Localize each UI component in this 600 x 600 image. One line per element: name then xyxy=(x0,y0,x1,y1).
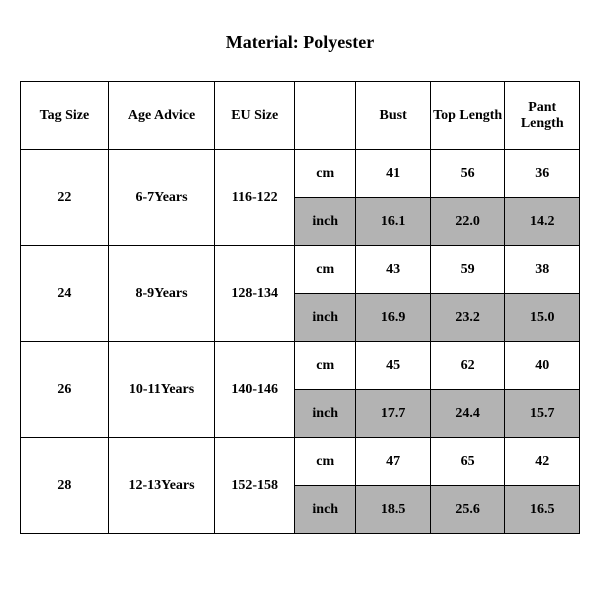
col-bust: Bust xyxy=(356,82,431,150)
eu-size-cell: 116-122 xyxy=(215,150,295,246)
unit-cm: cm xyxy=(295,150,356,198)
pant-cm: 40 xyxy=(505,342,580,390)
top-cm: 65 xyxy=(430,438,505,486)
material-title: Material: Polyester xyxy=(10,32,590,53)
age-advice-cell: 6-7Years xyxy=(108,150,214,246)
bust-cm: 41 xyxy=(356,150,431,198)
pant-cm: 36 xyxy=(505,150,580,198)
age-advice-cell: 8-9Years xyxy=(108,246,214,342)
bust-inch: 16.9 xyxy=(356,294,431,342)
pant-inch: 16.5 xyxy=(505,486,580,534)
col-age-advice: Age Advice xyxy=(108,82,214,150)
col-top-length: Top Length xyxy=(430,82,505,150)
pant-inch: 14.2 xyxy=(505,198,580,246)
table-row: 22 6-7Years 116-122 cm 41 56 36 xyxy=(21,150,580,198)
unit-inch: inch xyxy=(295,294,356,342)
top-cm: 59 xyxy=(430,246,505,294)
age-advice-cell: 12-13Years xyxy=(108,438,214,534)
unit-cm: cm xyxy=(295,246,356,294)
bust-cm: 47 xyxy=(356,438,431,486)
col-pant-length: Pant Length xyxy=(505,82,580,150)
eu-size-cell: 128-134 xyxy=(215,246,295,342)
bust-inch: 16.1 xyxy=(356,198,431,246)
tag-size-cell: 26 xyxy=(21,342,109,438)
eu-size-cell: 140-146 xyxy=(215,342,295,438)
table-row: 28 12-13Years 152-158 cm 47 65 42 xyxy=(21,438,580,486)
col-tag-size: Tag Size xyxy=(21,82,109,150)
unit-inch: inch xyxy=(295,486,356,534)
top-cm: 56 xyxy=(430,150,505,198)
size-table: Tag Size Age Advice EU Size Bust Top Len… xyxy=(20,81,580,534)
pant-cm: 38 xyxy=(505,246,580,294)
top-cm: 62 xyxy=(430,342,505,390)
unit-cm: cm xyxy=(295,438,356,486)
header-row: Tag Size Age Advice EU Size Bust Top Len… xyxy=(21,82,580,150)
table-row: 26 10-11Years 140-146 cm 45 62 40 xyxy=(21,342,580,390)
tag-size-cell: 24 xyxy=(21,246,109,342)
unit-inch: inch xyxy=(295,390,356,438)
top-inch: 23.2 xyxy=(430,294,505,342)
age-advice-cell: 10-11Years xyxy=(108,342,214,438)
bust-inch: 18.5 xyxy=(356,486,431,534)
unit-inch: inch xyxy=(295,198,356,246)
top-inch: 22.0 xyxy=(430,198,505,246)
top-inch: 24.4 xyxy=(430,390,505,438)
size-chart-container: Material: Polyester Tag Size Age Advice … xyxy=(0,0,600,544)
tag-size-cell: 22 xyxy=(21,150,109,246)
unit-cm: cm xyxy=(295,342,356,390)
table-row: 24 8-9Years 128-134 cm 43 59 38 xyxy=(21,246,580,294)
pant-inch: 15.7 xyxy=(505,390,580,438)
col-eu-size: EU Size xyxy=(215,82,295,150)
bust-inch: 17.7 xyxy=(356,390,431,438)
pant-inch: 15.0 xyxy=(505,294,580,342)
bust-cm: 43 xyxy=(356,246,431,294)
eu-size-cell: 152-158 xyxy=(215,438,295,534)
tag-size-cell: 28 xyxy=(21,438,109,534)
bust-cm: 45 xyxy=(356,342,431,390)
col-unit-blank xyxy=(295,82,356,150)
pant-cm: 42 xyxy=(505,438,580,486)
top-inch: 25.6 xyxy=(430,486,505,534)
